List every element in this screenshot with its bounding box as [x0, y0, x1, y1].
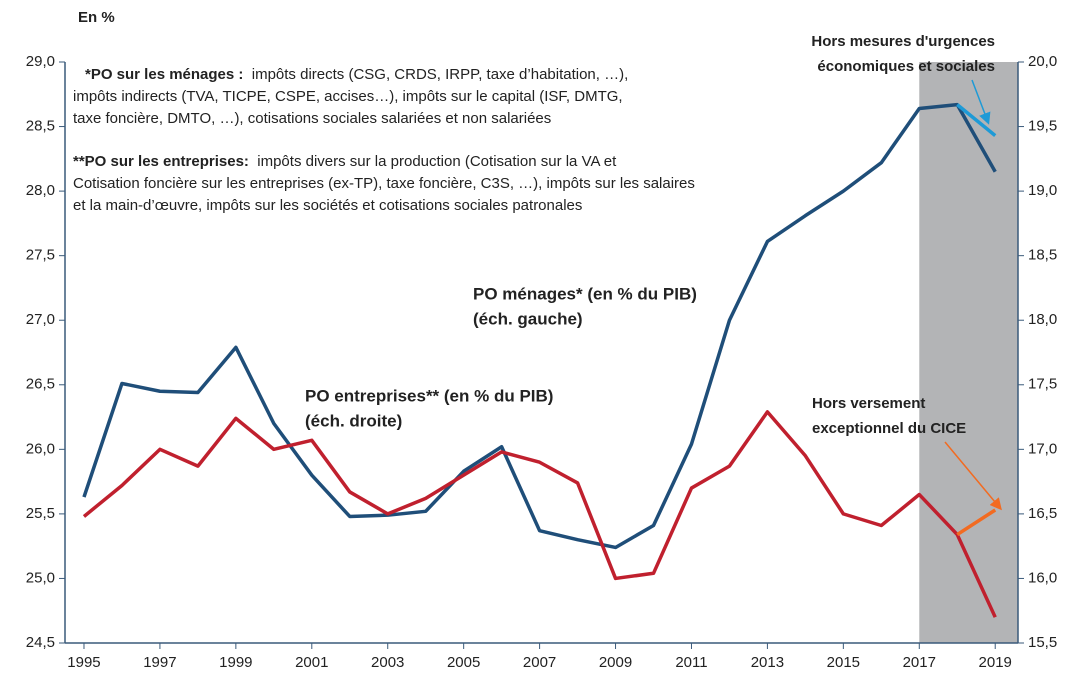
- x-tick-label: 2017: [903, 654, 936, 671]
- note-text: impôts divers sur la production (Cotisat…: [257, 153, 617, 170]
- y-tick-label: 28,5: [26, 118, 55, 135]
- series-line: [82, 410, 997, 618]
- series-label: PO entreprises** (en % du PIB): [305, 386, 553, 405]
- series-label: (éch. gauche): [473, 309, 583, 328]
- series-label: PO ménages* (en % du PIB): [473, 284, 697, 303]
- x-tick-label: 2009: [599, 654, 632, 671]
- y2-tick-label: 17,5: [1028, 376, 1057, 393]
- y2-tick-label: 19,0: [1028, 182, 1057, 199]
- x-tick-label: 2005: [447, 654, 480, 671]
- note-line: **PO sur les entreprises: impôts divers …: [73, 153, 617, 170]
- note-line: taxe foncière, DMTO, …), cotisations soc…: [73, 110, 551, 127]
- y2-tick-label: 20,0: [1028, 53, 1057, 70]
- x-tick-label: 2013: [751, 654, 784, 671]
- y2-tick-label: 16,0: [1028, 569, 1057, 586]
- y-tick-label: 26,5: [26, 376, 55, 393]
- x-tick-label: 2001: [295, 654, 328, 671]
- y2-tick-label: 19,5: [1028, 118, 1057, 135]
- series-label: (éch. droite): [305, 411, 402, 430]
- note-line: impôts indirects (TVA, TICPE, CSPE, acci…: [73, 88, 623, 105]
- note-bold: **PO sur les entreprises:: [73, 153, 249, 170]
- series-label: économiques et sociales: [817, 58, 995, 75]
- y-tick-label: 26,0: [26, 440, 55, 457]
- series-line: [956, 103, 997, 137]
- arrow: [944, 441, 1002, 511]
- x-tick-label: 2003: [371, 654, 404, 671]
- x-tick-label: 1995: [67, 654, 100, 671]
- series-line: [956, 508, 997, 537]
- y-tick-label: 24,5: [26, 634, 55, 651]
- note-text: Cotisation foncière sur les entreprises …: [73, 175, 695, 192]
- x-tick-label: 1997: [143, 654, 176, 671]
- unit-label: En %: [78, 9, 115, 26]
- y-tick-label: 25,0: [26, 569, 55, 586]
- arrow: [971, 79, 991, 125]
- y-tick-label: 27,0: [26, 311, 55, 328]
- y-tick-label: 25,5: [26, 505, 55, 522]
- note-text: taxe foncière, DMTO, …), cotisations soc…: [73, 110, 551, 127]
- x-tick-label: 2011: [675, 654, 707, 671]
- series-label: Hors versement: [812, 395, 925, 412]
- note-space: [243, 66, 251, 83]
- note-bold: *PO sur les ménages :: [85, 66, 243, 83]
- series-line: [82, 102, 997, 550]
- note-text: impôts directs (CSG, CRDS, IRPP, taxe d’…: [252, 66, 629, 83]
- y-tick-label: 29,0: [26, 53, 55, 70]
- x-tick-label: 1999: [219, 654, 252, 671]
- y2-tick-label: 15,5: [1028, 634, 1057, 651]
- y-tick-label: 28,0: [26, 182, 55, 199]
- note-line: *PO sur les ménages : impôts directs (CS…: [85, 66, 628, 83]
- note-line: et la main-d’œuvre, impôts sur les socié…: [73, 197, 582, 214]
- note-space: [249, 153, 257, 170]
- note-line: Cotisation foncière sur les entreprises …: [73, 175, 695, 192]
- x-tick-label: 2015: [827, 654, 860, 671]
- note-text: et la main-d’œuvre, impôts sur les socié…: [73, 197, 582, 214]
- x-tick-label: 2007: [523, 654, 556, 671]
- y-tick-label: 27,5: [26, 247, 55, 264]
- series-label: Hors mesures d'urgences: [811, 33, 995, 50]
- y2-tick-label: 16,5: [1028, 505, 1057, 522]
- series-label: exceptionnel du CICE: [812, 420, 966, 437]
- shaded-period: [919, 62, 1018, 643]
- y2-tick-label: 18,0: [1028, 311, 1057, 328]
- x-tick-label: 2019: [979, 654, 1012, 671]
- y2-tick-label: 18,5: [1028, 247, 1057, 264]
- y2-tick-label: 17,0: [1028, 440, 1057, 457]
- note-text: impôts indirects (TVA, TICPE, CSPE, acci…: [73, 88, 623, 105]
